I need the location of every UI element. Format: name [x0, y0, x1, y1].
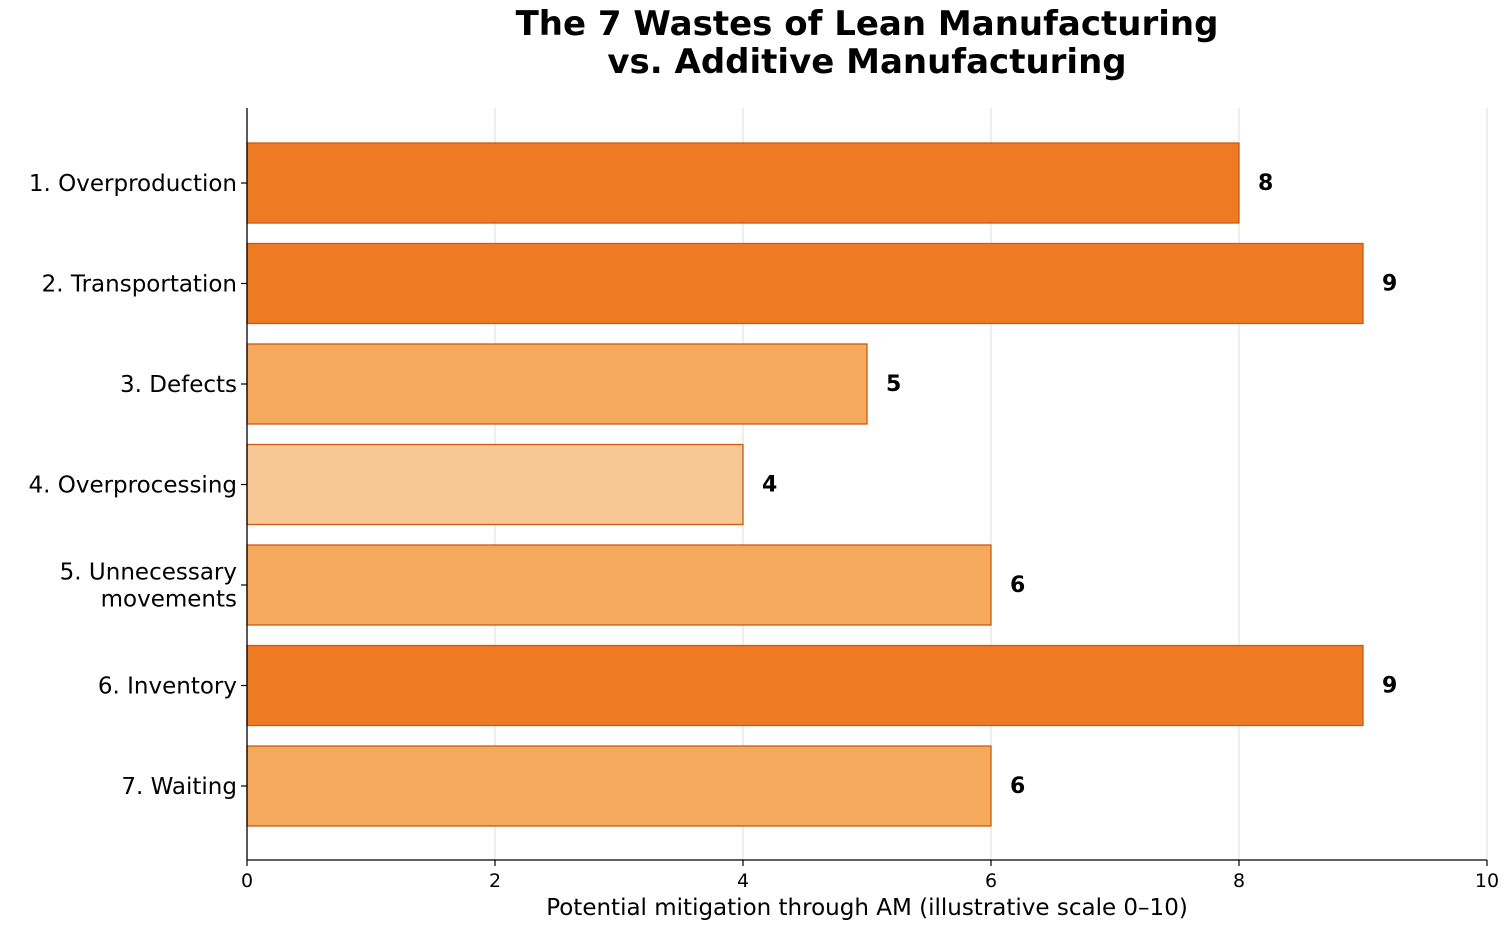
- y-tick-labels: 1. Overproduction 2. Transportation 3. Def…: [28, 171, 247, 800]
- x-tick-label: 6: [985, 870, 997, 892]
- bar-value-label: 6: [1010, 573, 1025, 598]
- value-labels: 8 9 5 4 6 9 6: [762, 171, 1397, 799]
- bar: [246, 343, 868, 425]
- bars: [246, 142, 1364, 827]
- x-tick-label: 0: [241, 870, 253, 892]
- bar-value-label: 9: [1382, 674, 1397, 699]
- y-tick-label: 3. Defects: [120, 372, 237, 398]
- bar-value-label: 8: [1258, 171, 1273, 196]
- bar: [246, 644, 1364, 727]
- bar: [246, 142, 1240, 224]
- bar: [246, 242, 1364, 325]
- bar: [246, 544, 992, 626]
- y-tick-label: 7. Waiting: [121, 774, 237, 800]
- bar: [246, 443, 744, 526]
- bar-value-label: 5: [886, 372, 901, 397]
- x-tick-label: 4: [737, 870, 749, 892]
- y-tick-label: 2. Transportation: [42, 272, 237, 298]
- y-tick-label: 6. Inventory: [98, 674, 237, 700]
- bar: [246, 745, 992, 827]
- bar-value-label: 9: [1382, 272, 1397, 297]
- y-tick-label: 5. Unnecessary movements: [60, 560, 237, 613]
- x-axis-label: Potential mitigation through AM (illustr…: [546, 895, 1188, 921]
- y-tick-label: 4. Overprocessing: [28, 473, 237, 499]
- chart-title-line2: vs. Additive Manufacturing: [607, 42, 1127, 82]
- x-tick-label: 10: [1475, 870, 1499, 892]
- x-ticks: 0 2 4 6 8 10: [241, 860, 1499, 892]
- bar-value-label: 4: [762, 473, 777, 498]
- x-tick-label: 2: [489, 870, 501, 892]
- bar-value-label: 6: [1010, 774, 1025, 799]
- axes: [246, 108, 1487, 861]
- y-tick-label: 1. Overproduction: [29, 171, 237, 197]
- chart-title-line1: The 7 Wastes of Lean Manufacturing: [515, 4, 1219, 44]
- x-tick-label: 8: [1233, 870, 1245, 892]
